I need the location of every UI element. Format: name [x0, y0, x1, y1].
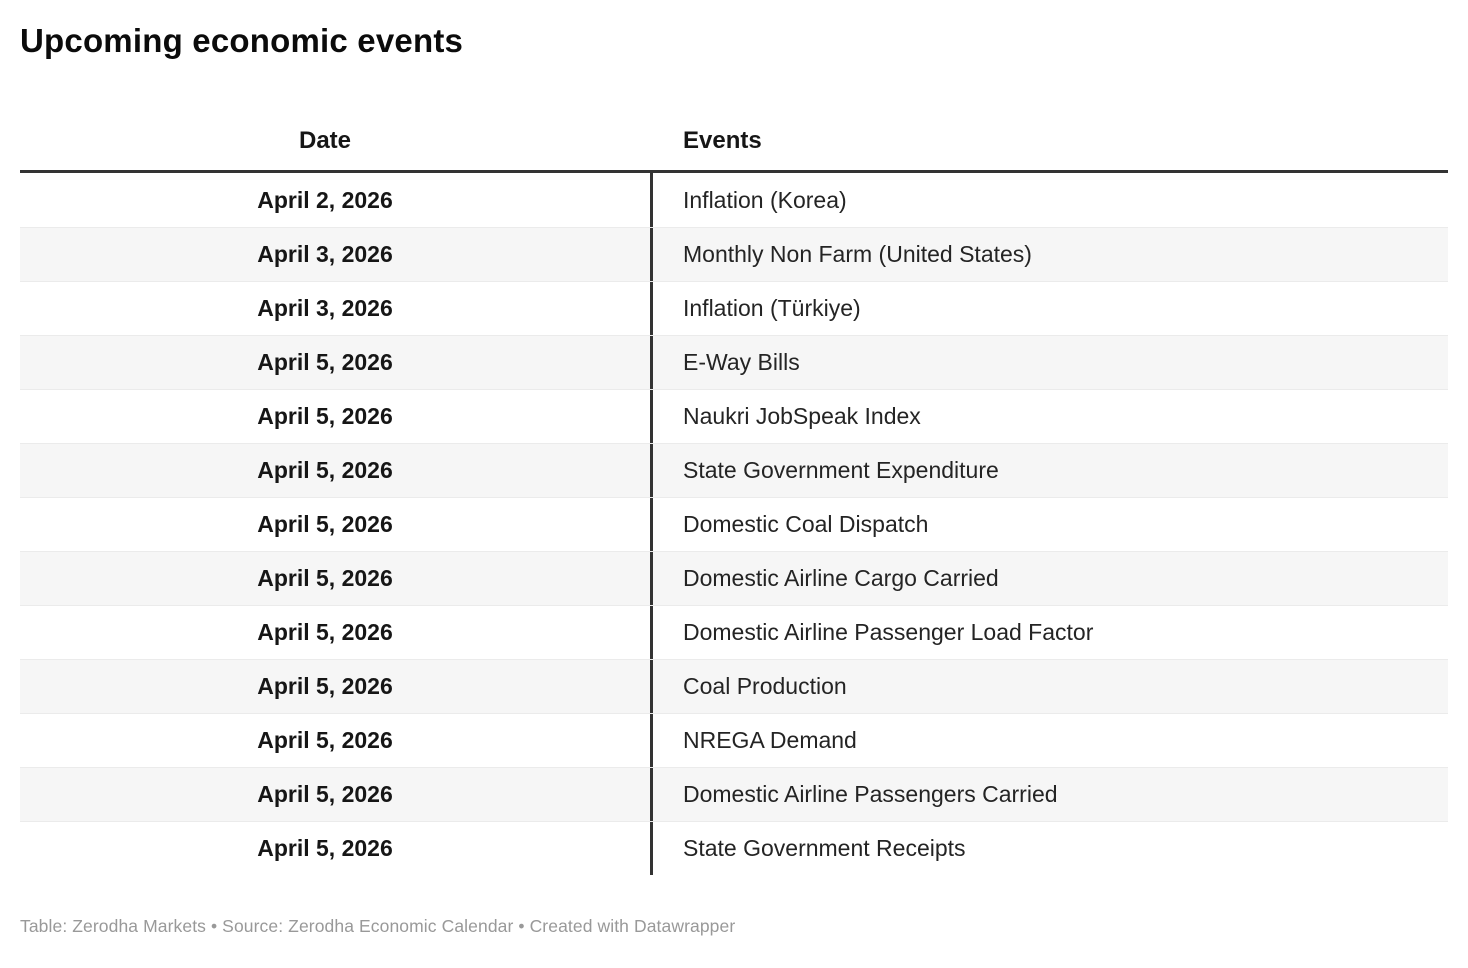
- date-cell: April 5, 2026: [257, 457, 393, 483]
- page-title: Upcoming economic events: [20, 22, 464, 59]
- event-cell: Domestic Coal Dispatch: [650, 498, 1448, 551]
- date-cell: April 5, 2026: [257, 673, 393, 699]
- date-cell: April 5, 2026: [257, 403, 393, 429]
- table-row: April 5, 2026 Coal Production: [20, 659, 1448, 713]
- table-body: April 2, 2026 Inflation (Korea) April 3,…: [20, 173, 1448, 875]
- table-row: April 5, 2026 E-Way Bills: [20, 335, 1448, 389]
- date-cell: April 5, 2026: [257, 565, 393, 591]
- event-cell: State Government Receipts: [650, 822, 1448, 875]
- table-row: April 3, 2026 Inflation (Türkiye): [20, 281, 1448, 335]
- attribution-footer: Table: Zerodha Markets • Source: Zerodha…: [20, 916, 736, 936]
- date-cell: April 5, 2026: [257, 781, 393, 807]
- date-cell: April 3, 2026: [257, 241, 393, 267]
- event-cell: Coal Production: [650, 660, 1448, 713]
- table-row: April 5, 2026 State Government Expenditu…: [20, 443, 1448, 497]
- events-table: Date Events April 2, 2026 Inflation (Kor…: [20, 111, 1448, 875]
- table-row: April 2, 2026 Inflation (Korea): [20, 173, 1448, 227]
- event-cell: NREGA Demand: [650, 714, 1448, 767]
- table-row: April 5, 2026 State Government Receipts: [20, 821, 1448, 875]
- event-cell: E-Way Bills: [650, 336, 1448, 389]
- table-row: April 5, 2026 Naukri JobSpeak Index: [20, 389, 1448, 443]
- event-cell: Inflation (Korea): [650, 173, 1448, 227]
- event-cell: Domestic Airline Passengers Carried: [650, 768, 1448, 821]
- date-cell: April 5, 2026: [257, 835, 393, 861]
- event-cell: Domestic Airline Cargo Carried: [650, 552, 1448, 605]
- event-cell: State Government Expenditure: [650, 444, 1448, 497]
- table-row: April 3, 2026 Monthly Non Farm (United S…: [20, 227, 1448, 281]
- table-row: April 5, 2026 Domestic Airline Passenger…: [20, 605, 1448, 659]
- event-cell: Inflation (Türkiye): [650, 282, 1448, 335]
- event-cell: Monthly Non Farm (United States): [650, 228, 1448, 281]
- date-cell: April 5, 2026: [257, 727, 393, 753]
- date-cell: April 2, 2026: [257, 186, 393, 213]
- table-header-row: Date Events: [20, 111, 1448, 173]
- table-row: April 5, 2026 Domestic Airline Cargo Car…: [20, 551, 1448, 605]
- date-cell: April 5, 2026: [257, 619, 393, 645]
- date-cell: April 3, 2026: [257, 295, 393, 321]
- table-row: April 5, 2026 Domestic Airline Passenger…: [20, 767, 1448, 821]
- date-cell: April 5, 2026: [257, 349, 393, 375]
- column-header-date: Date: [298, 126, 352, 154]
- event-cell: Naukri JobSpeak Index: [650, 390, 1448, 443]
- table-row: April 5, 2026 Domestic Coal Dispatch: [20, 497, 1448, 551]
- table-row: April 5, 2026 NREGA Demand: [20, 713, 1448, 767]
- date-cell: April 5, 2026: [257, 511, 393, 537]
- event-cell: Domestic Airline Passenger Load Factor: [650, 606, 1448, 659]
- column-header-events: Events: [683, 126, 762, 154]
